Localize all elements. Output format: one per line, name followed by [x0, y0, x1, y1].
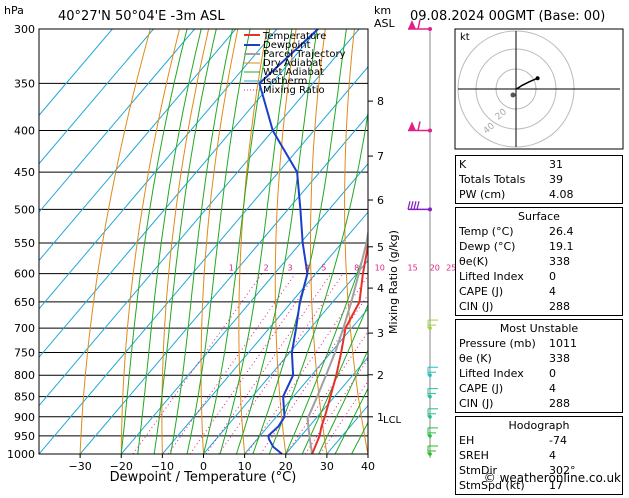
wind-barbs: [408, 20, 438, 456]
temp-tick-label: −30: [69, 460, 92, 473]
most-unstable-title: Most Unstable: [459, 321, 619, 336]
pressure-tick-label: 500: [14, 203, 35, 216]
surface-row: CAPE (J)4: [459, 284, 619, 299]
dry-adiabat: [80, 29, 150, 454]
km-tick-label: 3: [377, 327, 384, 340]
mu-row: Pressure (mb)1011: [459, 336, 619, 351]
pressure-tick-label: 700: [14, 322, 35, 335]
wind-barb-dot: [428, 27, 432, 31]
wind-barb-dot: [428, 415, 432, 419]
mixing-ratio-label: 3: [288, 264, 293, 273]
isotherm: [0, 29, 236, 454]
pressure-tick-label: 550: [14, 237, 35, 250]
wind-barb-dot: [428, 395, 432, 399]
hodo-row: EH-74: [459, 433, 619, 448]
hodograph-end-point: [536, 76, 540, 80]
mixing-ratio-label: 2: [264, 264, 269, 273]
dry-adiabat: [121, 29, 179, 454]
mu-row: CIN (J)288: [459, 396, 619, 411]
height-unit-asl: ASL: [374, 17, 396, 30]
wind-barb-dot: [428, 326, 432, 330]
lcl-label: LCL: [383, 415, 402, 426]
wind-barb-feather: [418, 122, 420, 131]
hodograph: kt 20 40: [455, 29, 623, 149]
datetime-title: 09.08.2024 00GMT (Base: 00): [410, 9, 605, 24]
pressure-tick-label: 400: [14, 125, 35, 138]
km-tick-label: 4: [377, 282, 384, 295]
mixing-ratio-axis-label: Mixing Ratio (g/kg): [387, 230, 400, 334]
mu-row: θe (K)338: [459, 351, 619, 366]
wind-barb: [408, 122, 432, 133]
wet-adiabat: [121, 29, 187, 454]
km-tick-label: 6: [377, 194, 384, 207]
mixing-ratio-line: [206, 274, 331, 454]
km-tick-label: 7: [377, 150, 384, 163]
surface-row: θe(K)338: [459, 254, 619, 269]
wind-barb-feather: [417, 201, 419, 209]
pressure-tick-label: 750: [14, 346, 35, 359]
surface-row: Temp (°C)26.4: [459, 224, 619, 239]
surface-row: Dewp (°C)19.1: [459, 239, 619, 254]
wind-barb-dot: [428, 129, 432, 133]
pressure-tick-label: 450: [14, 166, 35, 179]
index-row-pw: PW (cm)4.08: [459, 187, 619, 202]
mixing-ratio-label: 20: [430, 264, 440, 273]
dry-adiabat: [345, 29, 368, 454]
wet-adiabat: [138, 29, 202, 454]
wind-barb: [408, 201, 432, 211]
legend-mixing-ratio: Mixing Ratio: [263, 85, 325, 96]
pressure-tick-label: 650: [14, 296, 35, 309]
mixing-ratio-line: [168, 274, 295, 454]
hodograph-unit: kt: [460, 32, 470, 43]
mixing-ratio-label: 10: [375, 264, 385, 273]
wind-barb-flag: [408, 122, 416, 131]
hodograph-storm-motion: [511, 93, 516, 98]
pressure-tick-label: 950: [14, 430, 35, 443]
pressure-tick-label: 800: [14, 369, 35, 382]
pressure-tick-label: 600: [14, 268, 35, 281]
temp-tick-label: 40: [361, 460, 375, 473]
mu-row: CAPE (J)4: [459, 381, 619, 396]
mixing-ratio-label: 8: [354, 264, 359, 273]
wind-barb-dot: [428, 452, 432, 456]
wind-barb-feather: [411, 201, 413, 209]
pressure-tick-label: 1000: [7, 448, 35, 461]
pressure-tick-label: 300: [14, 23, 35, 36]
mixing-ratio-label: 15: [408, 264, 418, 273]
most-unstable-box: Most Unstable Pressure (mb)1011 θe (K)33…: [455, 319, 623, 413]
km-tick-label: 5: [377, 241, 384, 254]
temp-tick-label: 30: [320, 460, 334, 473]
height-unit-km: km: [374, 4, 391, 17]
wind-barb-dot: [428, 373, 432, 377]
mixing-ratio-label: 1: [229, 264, 234, 273]
km-tick-label: 8: [377, 95, 384, 108]
surface-row: CIN (J)288: [459, 299, 619, 314]
pressure-tick-label: 850: [14, 391, 35, 404]
wind-barb-dot: [428, 207, 432, 211]
km-tick-label: 2: [377, 369, 384, 382]
mixing-ratio-label: 5: [321, 264, 326, 273]
x-axis-label: Dewpoint / Temperature (°C): [110, 470, 297, 485]
pressure-tick-label: 900: [14, 411, 35, 424]
wind-barb-dot: [428, 434, 432, 438]
hodograph-params-title: Hodograph: [459, 418, 619, 433]
surface-box: Surface Temp (°C)26.4 Dewp (°C)19.1 θe(K…: [455, 207, 623, 316]
pressure-unit: hPa: [4, 4, 24, 17]
pressure-tick-label: 350: [14, 77, 35, 90]
isotherm: [0, 29, 277, 454]
wind-barb-feather: [408, 201, 410, 209]
wind-barb-feather: [414, 201, 416, 209]
station-title: 40°27'N 50°04'E -3m ASL: [58, 9, 225, 24]
surface-title: Surface: [459, 209, 619, 224]
mixing-ratio-label: 4: [305, 264, 310, 273]
